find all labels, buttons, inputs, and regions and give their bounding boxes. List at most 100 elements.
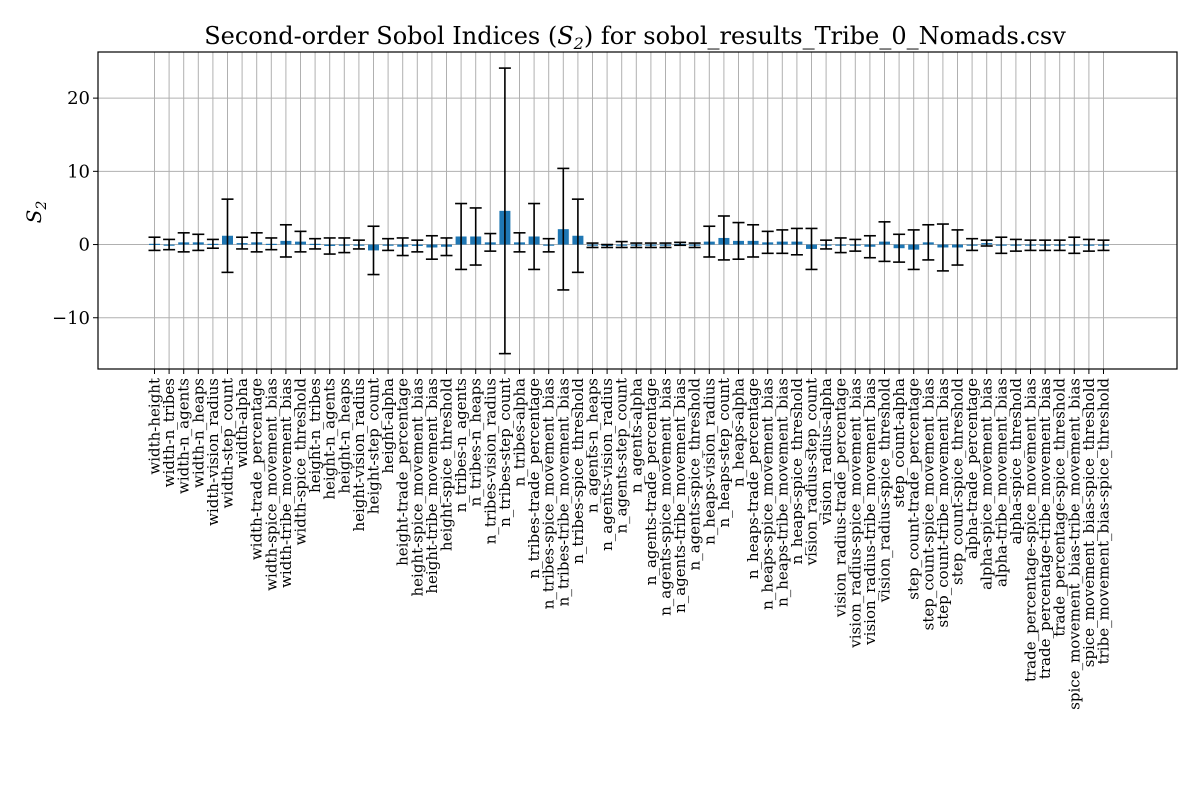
x-tick-label: step_count-trade_percentage (905, 378, 923, 600)
error-bar-height-n_tribes (309, 237, 322, 250)
error-bar-width-n_agents (177, 232, 190, 253)
x-tick-label: width-spice_threshold (292, 378, 310, 546)
error-bar-n_tribes-n_heaps (469, 207, 482, 266)
x-tick-label: n_heaps-spice_threshold (788, 378, 806, 565)
error-bar-trade_percentage-tribe_movement_bias (1039, 239, 1052, 252)
x-tick-label: width-n_agents (175, 378, 193, 494)
x-tick-label: n_tribes-spice_threshold (569, 378, 587, 564)
x-tick-label: vision_radius-trade_percentage (832, 378, 850, 618)
x-tick-label: n_heaps-alpha (730, 378, 748, 487)
x-tick-label: step_count-spice_movement_bias (919, 378, 937, 630)
x-tick-label: n_agents-trade_percentage (642, 378, 660, 585)
x-tick-label: vision_radius-spice_movement_bias (846, 378, 864, 649)
y-tick-label: 20 (67, 88, 90, 109)
error-bar-n_tribes-vision_radius (484, 232, 497, 252)
x-tick-label: step_count-alpha (890, 378, 908, 508)
error-bar-trade_percentage-spice_movement_bias (1024, 239, 1037, 252)
x-tick-label: n_tribes-n_heaps (467, 378, 485, 506)
x-tick-label: height-vision_radius (350, 378, 368, 532)
error-bar-n_heaps-spice_movement_bias (761, 230, 774, 255)
error-bar-n_tribes-spice_threshold (571, 198, 584, 274)
x-tick-label: n_agents-tribe_movement_bias (671, 378, 689, 613)
x-tick-label: spice_movement_bias-tribe_movement_bias (1065, 378, 1083, 710)
error-bar-n_tribes-alpha (513, 232, 526, 253)
error-bar-n_tribes-spice_movement_bias (542, 237, 555, 253)
error-bar-n_tribes-tribe_movement_bias (557, 167, 570, 291)
y-tick-label: −10 (52, 308, 90, 329)
error-bar-width-trade_percentage (250, 232, 263, 253)
error-bar-height-n_heaps (338, 237, 351, 254)
x-tick-label: n_agents-spice_threshold (686, 378, 704, 571)
x-tick-label: n_heaps-vision_radius (700, 378, 718, 545)
x-tick-label: width-trade_percentage (248, 378, 266, 560)
error-bar-width-n_tribes (163, 238, 176, 251)
x-tick-label: step_count-spice_threshold (949, 378, 967, 585)
error-bar-height-vision_radius (352, 239, 365, 250)
x-tick-label: width-spice_movement_bias (262, 378, 280, 591)
error-bar-vision_radius-spice_movement_bias (849, 238, 862, 252)
error-bar-n_heaps-tribe_movement_bias (776, 229, 789, 255)
x-tick-label: spice_movement_bias-spice_threshold (1080, 378, 1098, 668)
error-bar-vision_radius-alpha (820, 239, 833, 250)
x-tick-label: n_tribes-vision_radius (481, 378, 499, 544)
error-bar-n_agents-vision_radius (601, 243, 614, 249)
x-tick-label: width-n_heaps (189, 378, 207, 488)
x-tick-label: alpha-tribe_movement_bias (992, 378, 1010, 587)
x-tick-label: vision_radius-spice_threshold (876, 378, 894, 604)
x-tick-label: n_tribes-trade_percentage (525, 378, 543, 579)
x-tick-label: n_agents-step_count (613, 378, 631, 534)
error-bar-spice_movement_bias-tribe_movement_bias (1068, 236, 1081, 255)
x-tick-label: n_agents-n_heaps (584, 378, 602, 513)
error-bar-vision_radius-trade_percentage (834, 237, 847, 254)
error-bar-step_count-alpha (893, 233, 906, 263)
error-bar-width-height (148, 236, 161, 252)
y-tick-label: 10 (67, 161, 90, 182)
error-bar-n_agents-trade_percentage (644, 242, 657, 249)
x-tick-label: width-step_count (219, 378, 237, 508)
error-bar-n_tribes-trade_percentage (528, 202, 541, 271)
grid-layer (98, 52, 1177, 369)
error-bar-height-spice_threshold (440, 237, 453, 257)
error-bar-spice_movement_bias-spice_threshold (1082, 238, 1095, 252)
x-tick-label: vision_radius-alpha (817, 378, 835, 526)
x-tick-label: alpha-spice_movement_bias (978, 378, 996, 590)
x-tick-label: n_tribes-tribe_movement_bias (554, 378, 572, 606)
error-bar-alpha-spice_threshold (1009, 238, 1022, 252)
error-bar-height-alpha (382, 237, 395, 252)
error-bar-height-tribe_movement_bias (425, 234, 438, 260)
error-bar-width-tribe_movement_bias (279, 223, 292, 258)
error-bar-n_agents-n_heaps (586, 242, 599, 249)
error-bar-alpha-trade_percentage (966, 237, 979, 252)
x-tick-label: width-vision_radius (204, 378, 222, 526)
error-bar-width-alpha (236, 236, 249, 250)
x-tick-label: alpha-spice_threshold (1007, 378, 1025, 545)
x-tick-label: n_agents-spice_movement_bias (657, 378, 675, 616)
error-bar-alpha-spice_movement_bias (980, 239, 993, 247)
chart-title: Second-order Sobol Indices (S2) for sobo… (204, 22, 1066, 53)
plot-frame (97, 51, 1178, 370)
x-tick-label: n_tribes-alpha (511, 378, 529, 486)
error-bar-n_agents-spice_threshold (688, 242, 701, 249)
error-bar-tribe_movement_bias-spice_threshold (1097, 239, 1110, 252)
error-bar-n_agents-tribe_movement_bias (674, 241, 687, 247)
error-bar-vision_radius-spice_threshold (878, 221, 891, 263)
error-bar-step_count-spice_threshold (951, 229, 964, 266)
error-bar-height-trade_percentage (396, 237, 409, 257)
x-tick-label: n_agents-alpha (627, 378, 645, 493)
error-bar-n_heaps-step_count (717, 215, 730, 261)
x-tick-label: trade_percentage-spice_threshold (1051, 378, 1069, 637)
x-tick-label: height-step_count (365, 378, 383, 514)
y-axis-ticks: −10 0 10 20 (52, 88, 98, 329)
x-axis-tick-labels: width-heightwidth-n_tribeswidth-n_agents… (146, 369, 1113, 710)
error-bar-width-spice_movement_bias (265, 237, 278, 251)
x-tick-label: n_tribes-n_agents (452, 378, 470, 512)
x-tick-label: n_heaps-trade_percentage (744, 378, 762, 579)
error-bar-n_agents-spice_movement_bias (659, 242, 672, 249)
x-tick-label: height-n_agents (321, 378, 339, 500)
x-tick-label: n_tribes-step_count (496, 378, 514, 527)
error-bar-height-step_count (367, 225, 380, 276)
error-bar-height-spice_movement_bias (411, 239, 424, 253)
x-tick-label: step_count-tribe_movement_bias (934, 378, 952, 627)
error-bar-n_heaps-trade_percentage (747, 223, 760, 258)
x-tick-label: width-tribe_movement_bias (277, 378, 295, 588)
